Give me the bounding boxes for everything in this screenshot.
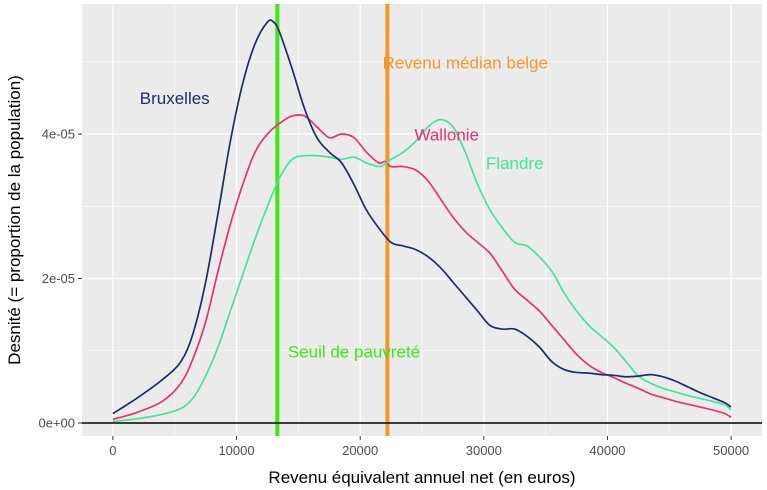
y-axis-title: Desnité (= proportion de la population)	[5, 75, 24, 365]
annotation-4: Seuil de pauvreté	[288, 342, 420, 361]
x-axis-title: Revenu équivalent annuel net (en euros)	[268, 468, 575, 487]
y-tick-label: 4e-05	[42, 127, 75, 142]
series-line-wallonie	[112, 113, 732, 421]
series-line-flandre	[112, 118, 732, 423]
y-tick-label: 0e+00	[38, 415, 75, 430]
series-layer	[112, 19, 732, 423]
x-tick-label: 50000	[713, 443, 749, 458]
tick-layer: 0 10000 20000 30000 40000 50000 0e+00 2e-05 4e-0…	[38, 127, 749, 458]
x-tick-label: 40000	[589, 443, 625, 458]
annotation-3: Revenu médian belge	[383, 53, 548, 72]
vline-layer	[275, 4, 390, 436]
annotation-0: Bruxelles	[140, 89, 210, 108]
x-tick-label: 30000	[466, 443, 502, 458]
x-tick-label: 20000	[342, 443, 378, 458]
y-tick-label: 2e-05	[42, 271, 75, 286]
series-line-bruxelles	[112, 19, 732, 415]
annotation-layer: Bruxelles Wallonie Flandre Revenu médian be…	[140, 53, 548, 361]
annotation-1: Wallonie	[414, 126, 479, 145]
x-tick-label: 10000	[218, 443, 254, 458]
x-tick-label: 0	[109, 443, 116, 458]
annotation-2: Flandre	[486, 154, 544, 173]
